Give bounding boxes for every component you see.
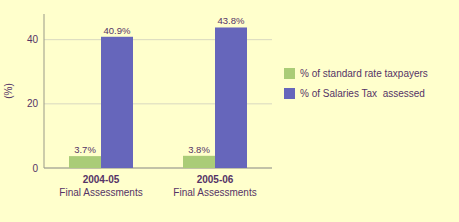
legend-swatch — [284, 88, 295, 99]
legend: % of standard rate taxpayers % of Salarie… — [284, 68, 428, 99]
data-label: 43.8% — [218, 15, 245, 26]
data-label: 3.7% — [74, 144, 96, 155]
y-axis-line — [44, 14, 45, 168]
y-tick-label: 0 — [32, 163, 38, 174]
bar — [183, 156, 215, 168]
x-tick-label: 2005-06Final Assessments — [173, 174, 256, 198]
legend-label: % of standard rate taxpayers — [300, 68, 428, 79]
y-tick-label: 40 — [27, 34, 39, 45]
bar — [215, 27, 247, 168]
y-tick-label: 20 — [27, 98, 39, 109]
legend-swatch — [284, 68, 295, 79]
x-tick-label: 2004-05Final Assessments — [59, 174, 142, 198]
legend-label: % of Salaries Tax assessed — [300, 88, 425, 99]
bar — [101, 37, 133, 168]
data-label: 40.9% — [104, 25, 131, 36]
chart: 0 20 40 (%) 3.7% 3.8% 40.9% 43.8% 2004-05Final A… — [0, 0, 459, 222]
bars — [69, 27, 247, 168]
y-axis-label: (%) — [3, 83, 14, 99]
data-label: 3.8% — [188, 144, 210, 155]
bar — [69, 156, 101, 168]
